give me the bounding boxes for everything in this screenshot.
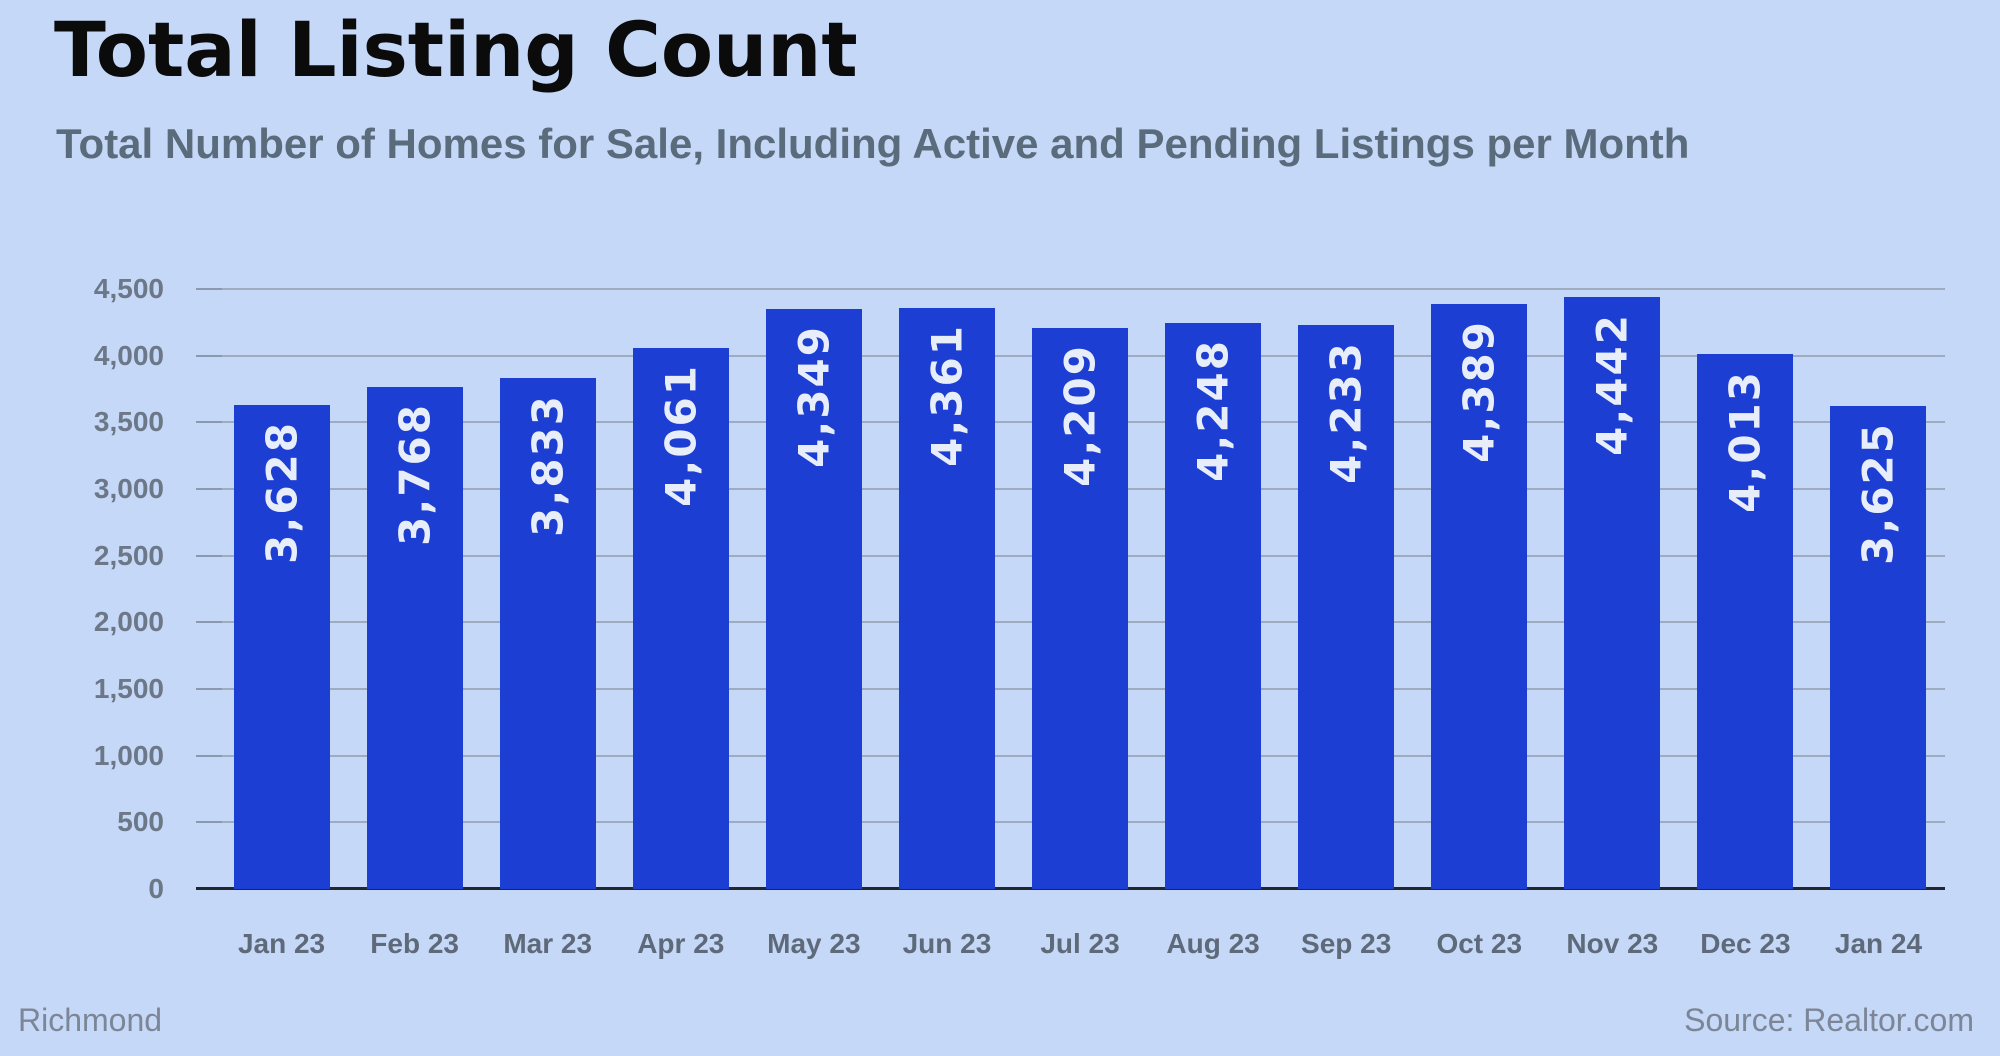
x-tick-label: Mar 23 (503, 928, 593, 959)
y-tick-2500 (196, 554, 222, 557)
bar-value-label: 4,349 (789, 325, 839, 468)
bar-slot-may-23: 4,349 (747, 289, 880, 889)
x-tick-label: Oct 23 (1436, 928, 1523, 959)
bar-slot-jan-24: 3,625 (1812, 289, 1945, 889)
bar-fill (366, 386, 463, 889)
y-tick-4000 (196, 354, 222, 357)
bar-fill (1298, 324, 1395, 889)
bar-value-label: 4,248 (1188, 338, 1238, 482)
bar-slot-jan-23: 3,628 (215, 289, 348, 889)
x-tick-label: Feb 23 (370, 928, 459, 959)
bar: 4,389 (1431, 303, 1528, 889)
x-tick-label: Sep 23 (1301, 928, 1392, 959)
bar-slot-mar-23: 3,833 (481, 289, 614, 889)
bar-fill (1032, 327, 1128, 889)
bar-slot-sep-23: 4,233 (1280, 289, 1413, 889)
bar-value-label: 4,389 (1454, 319, 1504, 463)
bar: 4,248 (1165, 322, 1262, 889)
chart-title: Total Listing Count (54, 5, 858, 94)
x-tick-label: Jan 23 (237, 928, 326, 959)
bar-value-label: 4,209 (1055, 343, 1105, 487)
x-tick-label: Nov 23 (1566, 928, 1659, 959)
y-tick-label: 1,000 (93, 739, 164, 771)
y-tick-label: 4,000 (93, 339, 164, 371)
y-tick-label: 3,500 (93, 406, 164, 438)
bar-slot-oct-23: 4,389 (1413, 289, 1546, 889)
footer-location: Richmond (18, 1002, 163, 1038)
y-tick-label: 2,000 (93, 606, 164, 638)
bar-value-label: 3,833 (523, 393, 573, 537)
bar-slot-nov-23: 4,442 (1546, 289, 1679, 889)
bar-fill (1165, 322, 1262, 889)
y-tick-1500 (196, 688, 222, 690)
bar-value-label: 4,013 (1720, 369, 1770, 513)
x-tick-label: May 23 (767, 928, 861, 959)
bar: 3,625 (1830, 405, 1927, 889)
bar-value-label: 3,625 (1853, 421, 1903, 565)
bar-value-label: 3,768 (390, 402, 440, 546)
bar-value-label: 3,628 (257, 421, 307, 565)
bar: 4,442 (1564, 296, 1661, 889)
chart-subtitle: Total Number of Homes for Sale, Includin… (56, 120, 1690, 167)
bar: 3,768 (366, 386, 463, 889)
bar-fill (765, 309, 862, 889)
y-tick-1000 (196, 754, 222, 757)
bar-fill (898, 307, 995, 889)
bar-value-label: 4,061 (656, 363, 706, 507)
y-tick-label: 0 (148, 873, 164, 904)
y-tick-label: 500 (117, 806, 164, 838)
bar-slot-jun-23: 4,361 (880, 289, 1013, 889)
bar-slot-dec-23: 4,013 (1679, 289, 1812, 889)
bar-value-label: 4,442 (1587, 312, 1637, 456)
y-tick-3000 (196, 488, 222, 490)
footer-source: Source: Realtor.com (1684, 1002, 1974, 1038)
bar-slot-feb-23: 3,768 (348, 289, 481, 889)
bar-slot-jul-23: 4,209 (1013, 289, 1146, 889)
bar-fill (1431, 303, 1528, 889)
y-tick-2000 (196, 621, 222, 624)
y-tick-label: 4,500 (93, 273, 164, 304)
bar: 4,209 (1032, 327, 1128, 889)
bar-value-label: 4,233 (1321, 340, 1371, 484)
bar: 4,349 (765, 309, 862, 889)
bar-slot-aug-23: 4,248 (1147, 289, 1280, 889)
y-tick-label: 3,000 (93, 473, 164, 505)
y-tick-label: 2,500 (93, 539, 164, 571)
bar-fill (1830, 405, 1927, 889)
x-axis: Jan 23 Feb 23 Mar 23 Apr 23 May 23 Jun 23 Jul … (215, 924, 1945, 964)
bar-slot-apr-23: 4,061 (614, 289, 747, 889)
bars-container: 3,628 3,768 3,833 4,061 4,349 4,361 4,209 4,248… (215, 289, 1945, 889)
x-tick-label: Dec 23 (1700, 928, 1791, 959)
x-tick-label: Aug 23 (1166, 928, 1260, 959)
bar: 4,361 (898, 307, 995, 889)
bar-fill (233, 405, 330, 889)
bar-fill (632, 347, 729, 889)
y-axis: 0 500 1,000 1,500 2,000 2,500 3,000 3,500 4,000 4… (0, 273, 164, 904)
bar-fill (499, 377, 596, 889)
bar: 3,833 (499, 377, 596, 889)
x-tick-label: Apr 23 (637, 928, 725, 959)
gridline-4500 (200, 288, 1945, 290)
y-tick-4500 (196, 288, 222, 290)
x-tick-label: Jul 23 (1040, 928, 1120, 959)
bar: 4,061 (632, 347, 729, 889)
x-tick-label: Jan 24 (1834, 928, 1923, 959)
bar-value-label: 4,361 (922, 323, 972, 467)
bar-fill (1697, 353, 1794, 889)
bar-fill (1564, 296, 1661, 889)
y-tick-500 (196, 821, 222, 824)
bar: 3,628 (233, 405, 330, 889)
y-tick-3500 (196, 421, 222, 424)
bar: 4,233 (1298, 324, 1395, 889)
x-tick-label: Jun 23 (902, 928, 992, 959)
y-tick-label: 1,500 (93, 673, 164, 705)
bar: 4,013 (1697, 353, 1794, 889)
